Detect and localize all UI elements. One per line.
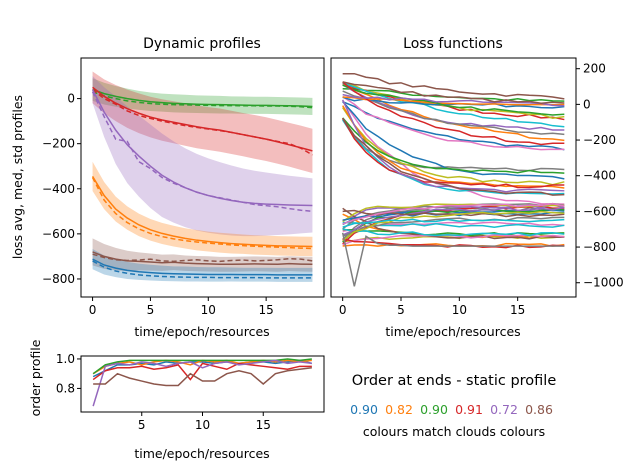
loss-curve bbox=[342, 117, 565, 189]
mean-line-5 bbox=[92, 258, 313, 276]
order-line-4 bbox=[92, 359, 312, 407]
x-tick-label: 0 bbox=[89, 303, 97, 317]
y-tick-label: 0 bbox=[583, 97, 591, 111]
loss-curve bbox=[342, 107, 565, 186]
loss-curve bbox=[342, 117, 565, 174]
loss-curve bbox=[342, 84, 565, 116]
dynamic-profiles-ylabel: loss avg, med, std profiles bbox=[10, 95, 25, 259]
y-tick-label: −600 bbox=[42, 227, 75, 241]
std-band-1 bbox=[92, 71, 313, 173]
loss-curve bbox=[342, 228, 565, 237]
loss-curve bbox=[342, 81, 565, 146]
loss-curve bbox=[342, 202, 565, 225]
loss-curve bbox=[342, 208, 565, 243]
x-tick-label: 5 bbox=[138, 418, 146, 432]
y-tick-label: −600 bbox=[583, 204, 616, 218]
loss-curve bbox=[342, 72, 565, 100]
median-line-2 bbox=[91, 91, 313, 213]
x-tick-label: 15 bbox=[259, 303, 274, 317]
x-tick-label: 0 bbox=[339, 303, 347, 317]
median-line-0 bbox=[92, 91, 313, 109]
loss-curve bbox=[342, 93, 565, 107]
y-tick-label: −800 bbox=[42, 272, 75, 286]
dynamic-profiles-title: Dynamic profiles bbox=[143, 36, 261, 52]
loss-functions-panel: Loss functions time/epoch/resources 0 5 10… bbox=[330, 36, 624, 339]
loss-curve bbox=[342, 81, 565, 104]
median-line-5 bbox=[92, 260, 313, 279]
dynamic-profiles-frame bbox=[80, 57, 325, 298]
loss-curve bbox=[341, 232, 565, 287]
loss-curve bbox=[342, 218, 565, 228]
loss-curve bbox=[342, 96, 565, 151]
order-profile-ylabel: order profile bbox=[28, 339, 43, 416]
mean-line-4 bbox=[92, 251, 313, 266]
order-line-3 bbox=[92, 362, 312, 381]
order-value-0: 0.90 bbox=[350, 402, 378, 417]
loss-curve bbox=[342, 105, 565, 189]
order-profile-panel: time/epoch/resources order profile 5 10 15… bbox=[28, 339, 325, 461]
order-at-ends-caption: colours match clouds colours bbox=[363, 424, 545, 439]
loss-curve bbox=[342, 90, 565, 136]
x-tick-label: 15 bbox=[510, 303, 525, 317]
order-at-ends-panel: Order at ends - static profile 0.90 0.82 0… bbox=[350, 373, 556, 439]
loss-functions-xlabel: time/epoch/resources bbox=[385, 324, 520, 339]
median-line-4 bbox=[92, 253, 313, 263]
loss-curve bbox=[342, 210, 565, 242]
mean-line-2 bbox=[91, 89, 313, 207]
y-tick-label: 0.8 bbox=[56, 381, 75, 395]
mean-line-3 bbox=[91, 175, 313, 248]
dynamic-profiles-panel: Dynamic profiles time/epoch/resources lo… bbox=[10, 36, 325, 339]
y-tick-label: 1.0 bbox=[56, 352, 75, 366]
loss-curve bbox=[342, 207, 565, 240]
order-value-2: 0.90 bbox=[420, 402, 448, 417]
y-tick-label: −800 bbox=[583, 240, 616, 254]
y-tick-label: 200 bbox=[583, 62, 606, 76]
loss-curve bbox=[342, 96, 565, 106]
order-value-1: 0.82 bbox=[385, 402, 413, 417]
y-tick-label: −400 bbox=[583, 169, 616, 183]
order-profile-xlabel: time/epoch/resources bbox=[134, 446, 269, 461]
x-tick-label: 5 bbox=[147, 303, 155, 317]
x-tick-label: 10 bbox=[452, 303, 467, 317]
loss-curve bbox=[342, 119, 565, 195]
y-tick-label: 0 bbox=[67, 92, 75, 106]
order-line-5 bbox=[93, 367, 312, 387]
dynamic-profiles-xlabel: time/epoch/resources bbox=[134, 324, 269, 339]
std-band-5 bbox=[92, 248, 313, 282]
order-value-3: 0.91 bbox=[455, 402, 483, 417]
median-line-1 bbox=[92, 88, 313, 156]
y-tick-label: −1000 bbox=[583, 276, 624, 290]
loss-curve bbox=[342, 207, 565, 241]
order-at-ends-title: Order at ends - static profile bbox=[352, 373, 557, 389]
y-tick-label: −400 bbox=[42, 182, 75, 196]
order-value-5: 0.86 bbox=[525, 402, 553, 417]
loss-curve bbox=[342, 203, 565, 223]
median-line-3 bbox=[91, 177, 313, 250]
loss-functions-frame bbox=[330, 57, 577, 298]
loss-curve bbox=[342, 206, 565, 236]
y-tick-label: −200 bbox=[583, 133, 616, 147]
x-tick-label: 5 bbox=[397, 303, 405, 317]
order-value-4: 0.72 bbox=[490, 402, 518, 417]
loss-curve bbox=[342, 216, 565, 237]
loss-functions-title: Loss functions bbox=[403, 36, 503, 52]
loss-curve bbox=[342, 117, 565, 196]
y-tick-label: −200 bbox=[42, 137, 75, 151]
loss-curve bbox=[342, 209, 565, 218]
x-tick-label: 15 bbox=[256, 418, 271, 432]
std-band-2 bbox=[92, 76, 313, 237]
loss-curve bbox=[342, 228, 565, 237]
x-tick-label: 10 bbox=[195, 418, 210, 432]
x-tick-label: 10 bbox=[201, 303, 216, 317]
